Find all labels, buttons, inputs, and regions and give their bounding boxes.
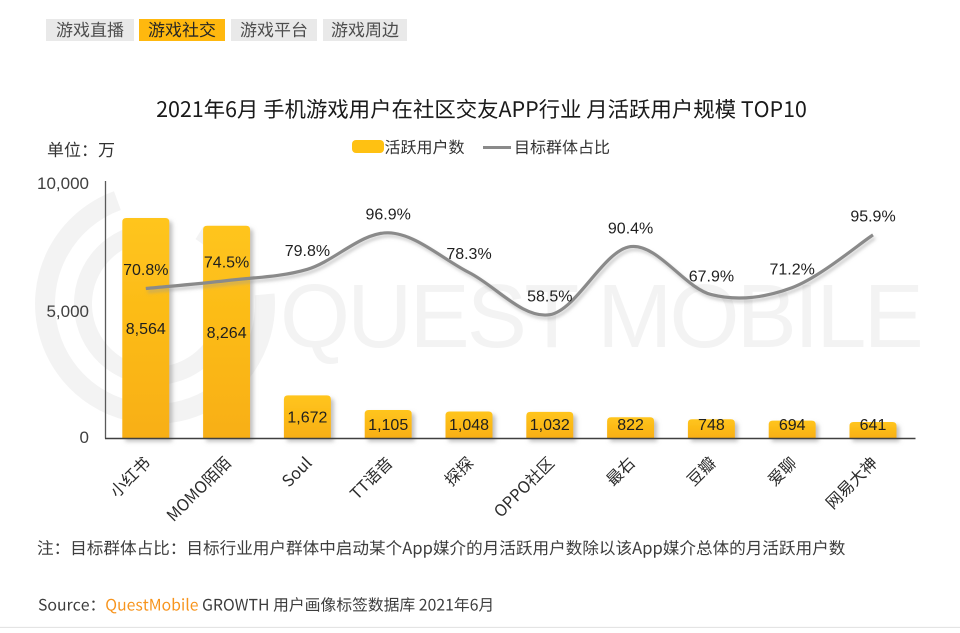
svg-text:95.9%: 95.9%: [850, 209, 895, 226]
svg-text:90.4%: 90.4%: [608, 220, 653, 237]
svg-text:1,672: 1,672: [287, 410, 327, 427]
svg-text:78.3%: 78.3%: [446, 246, 491, 263]
svg-text:79.8%: 79.8%: [285, 243, 330, 260]
svg-text:5,000: 5,000: [46, 302, 89, 321]
svg-text:822: 822: [617, 417, 644, 434]
svg-text:96.9%: 96.9%: [366, 207, 411, 224]
svg-text:8,564: 8,564: [126, 321, 166, 338]
svg-text:QUEST MOBILE: QUEST MOBILE: [280, 267, 921, 367]
svg-text:641: 641: [860, 417, 887, 434]
svg-text:1,032: 1,032: [530, 417, 570, 434]
svg-text:1,105: 1,105: [368, 417, 408, 434]
svg-text:10,000: 10,000: [37, 174, 89, 193]
svg-text:694: 694: [779, 417, 806, 434]
svg-text:58.5%: 58.5%: [527, 288, 572, 305]
svg-text:74.5%: 74.5%: [204, 254, 249, 271]
svg-text:8,264: 8,264: [207, 325, 247, 342]
svg-text:70.8%: 70.8%: [123, 262, 168, 279]
svg-text:0: 0: [80, 428, 89, 447]
svg-text:71.2%: 71.2%: [770, 261, 815, 278]
svg-text:748: 748: [698, 417, 725, 434]
svg-text:67.9%: 67.9%: [689, 268, 734, 285]
svg-text:1,048: 1,048: [449, 417, 489, 434]
